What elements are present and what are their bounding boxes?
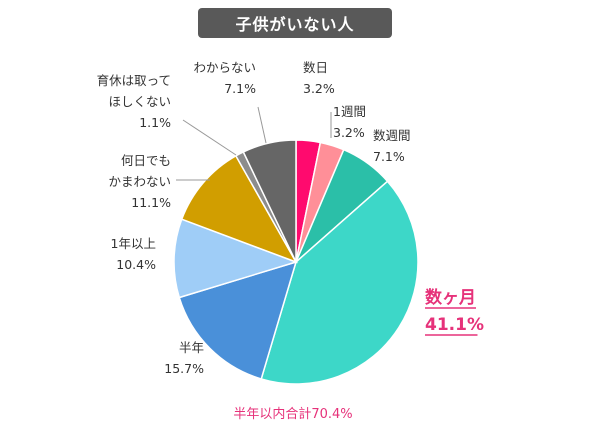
slice-label-3-0: 数ヶ月 <box>425 287 476 308</box>
slice-value-4: 15.7% <box>164 361 204 376</box>
slice-value-0: 3.2% <box>303 81 335 96</box>
pie-slices <box>173 139 419 385</box>
chart-title: 子供がいない人 <box>198 8 392 38</box>
slice-label-6-0: 何日でも <box>121 153 171 168</box>
slice-label-0-0: 数日 <box>303 60 328 75</box>
leader-line-8 <box>257 106 267 144</box>
pie-slice-6 <box>180 154 298 264</box>
slice-label-7-1: ほしくない <box>108 94 171 109</box>
slice-label-7-0: 育休は取って <box>97 73 171 88</box>
leader-lines <box>176 106 332 181</box>
total-annotation: 半年以内合計70.4% <box>233 406 352 422</box>
slice-label-6-1: かまわない <box>108 174 171 189</box>
slice-value-6: 11.1% <box>131 195 171 210</box>
slice-label-1-0: 1週間 <box>333 104 366 119</box>
slice-labels: 数日 3.2% 1週間 3.2% 数週間 7.1% 数ヶ月 41.1% 半年 15.7% 1年以上 1… <box>97 60 484 376</box>
slice-value-2: 7.1% <box>373 149 405 164</box>
slice-label-8-0: わからない <box>193 60 256 75</box>
slice-value-7: 1.1% <box>139 115 171 130</box>
slice-value-1: 3.2% <box>333 125 365 140</box>
pie-slice-4 <box>178 260 298 380</box>
slice-value-3: 41.1% <box>425 315 484 335</box>
slice-label-2-0: 数週間 <box>373 128 411 143</box>
pie-slice-8 <box>242 139 297 263</box>
pie-slice-5 <box>173 218 299 299</box>
leader-line-7 <box>182 119 237 156</box>
slice-value-8: 7.1% <box>224 81 256 96</box>
slice-label-5-0: 1年以上 <box>111 236 156 251</box>
slice-label-4-0: 半年 <box>179 340 204 355</box>
slice-value-5: 10.4% <box>116 257 156 272</box>
pie-slice-3 <box>260 180 419 385</box>
